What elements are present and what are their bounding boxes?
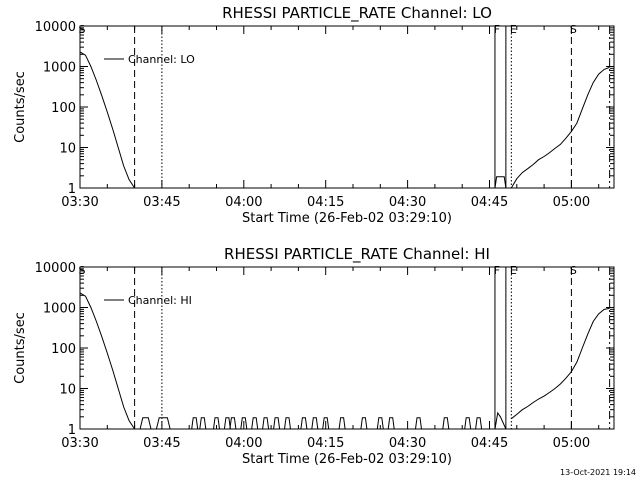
event-marker-label: S — [570, 23, 577, 36]
panel-2: RHESSI PARTICLE_RATE Channel: HI 1 10 100 10… — [13, 245, 615, 467]
event-marker-label: F — [494, 23, 500, 36]
y-tick-label: 1 — [68, 182, 76, 197]
series-spike — [213, 417, 220, 430]
event-marker-label: S — [79, 264, 86, 277]
series-line — [494, 176, 507, 189]
series-line — [494, 411, 507, 430]
series-spike — [191, 417, 199, 430]
x-axis-label: Start Time (26-Feb-02 03:29:10) — [242, 452, 452, 467]
y-axis-label: Counts/sec — [13, 312, 28, 384]
chart-title: RHESSI PARTICLE_RATE Channel: LO — [222, 4, 492, 23]
series-spike — [311, 417, 319, 430]
series-spike — [338, 417, 346, 430]
series-spike — [360, 417, 368, 430]
y-tick-label: 1000 — [43, 302, 76, 317]
y-tick-label: 100 — [51, 342, 76, 357]
series-spike — [475, 417, 483, 430]
y-tick-label: 10000 — [35, 20, 76, 35]
event-marker-label: S — [79, 23, 86, 36]
series-spike — [415, 417, 422, 430]
y-tick-label: 100 — [51, 101, 76, 116]
y-tick-label: 10 — [59, 383, 76, 398]
y-tick-label: 1 — [68, 423, 76, 438]
x-tick-label: 03:30 — [61, 195, 98, 210]
x-tick-label: 04:00 — [225, 195, 262, 210]
series-spike — [251, 417, 259, 430]
event-marker-label: E — [510, 264, 517, 277]
event-marker-label: F — [494, 264, 500, 277]
x-tick-label: 04:45 — [471, 436, 508, 451]
x-tick-label: 04:00 — [225, 436, 262, 451]
x-tick-label: 03:45 — [143, 436, 180, 451]
timestamp: 13-Oct-2021 19:14 — [560, 468, 636, 477]
x-tick-label: 05:00 — [553, 195, 590, 210]
series-spike — [223, 417, 231, 430]
legend-label: Channel: LO — [128, 53, 195, 66]
series-spike — [262, 417, 270, 430]
event-marker-label: E — [510, 23, 517, 36]
x-tick-label: 04:15 — [307, 436, 344, 451]
series-spike — [300, 417, 308, 430]
series-spike — [229, 417, 237, 430]
series-spike — [322, 417, 330, 430]
y-tick-label: 1000 — [43, 61, 76, 76]
series-spike — [376, 417, 384, 430]
series-line — [510, 307, 610, 420]
panel-1: RHESSI PARTICLE_RATE Channel: LO 1 10 100 10… — [13, 4, 615, 226]
x-tick-label: 04:15 — [307, 195, 344, 210]
x-tick-label: 04:45 — [471, 195, 508, 210]
x-tick-label: 04:30 — [389, 436, 426, 451]
x-tick-label: 05:00 — [553, 436, 590, 451]
x-tick-label: 03:45 — [143, 195, 180, 210]
series-spike — [464, 417, 472, 430]
legend-label: Channel: HI — [128, 294, 192, 307]
series-line — [510, 66, 610, 189]
x-tick-label: 03:30 — [61, 436, 98, 451]
x-axis-label: Start Time (26-Feb-02 03:29:10) — [242, 211, 452, 226]
series-spike — [240, 417, 248, 430]
series-spike — [273, 417, 281, 430]
y-axis-label: Counts/sec — [13, 71, 28, 143]
x-tick-label: 04:30 — [389, 195, 426, 210]
series-spike — [442, 417, 450, 430]
series-spike — [387, 417, 395, 430]
series-line — [79, 292, 184, 430]
series-spike — [284, 417, 291, 430]
event-marker-label: S — [570, 264, 577, 277]
series-spike — [199, 417, 207, 430]
chart-title: RHESSI PARTICLE_RATE Channel: HI — [224, 245, 490, 264]
y-tick-label: 10 — [59, 142, 76, 157]
y-tick-label: 10000 — [35, 261, 76, 276]
series-line — [79, 51, 136, 189]
